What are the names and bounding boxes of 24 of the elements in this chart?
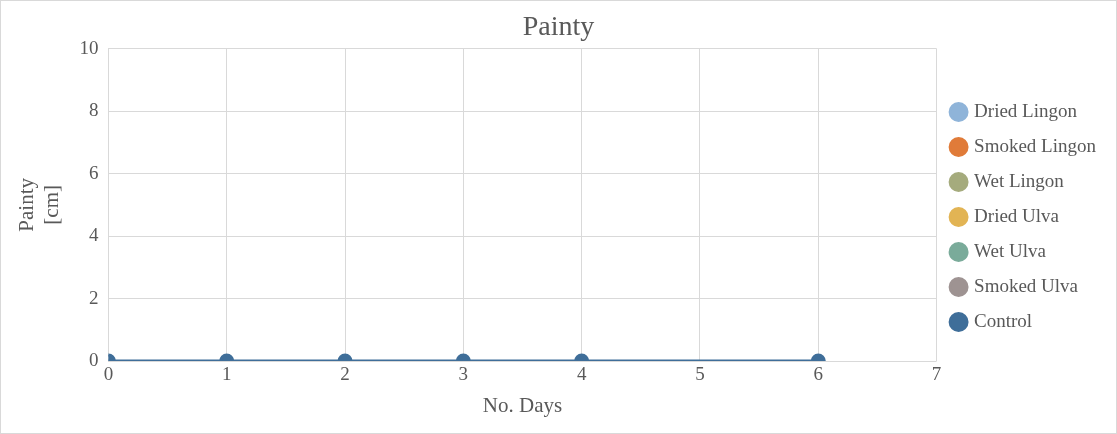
y-tick-label: 2	[88, 286, 99, 308]
x-tick-label: 7	[931, 363, 942, 385]
legend-label: Dried Lingon	[974, 99, 1078, 121]
x-tick-label: 0	[103, 363, 114, 385]
y-tick-label: 8	[88, 99, 99, 121]
x-axis-title: No. Days	[482, 392, 563, 417]
x-tick-label: 3	[458, 363, 469, 385]
legend-label: Dried Ulva	[974, 204, 1060, 226]
y-tick-label: 6	[88, 161, 99, 183]
chart-title: Painty	[522, 10, 595, 42]
y-tick-label: 10	[79, 36, 99, 58]
x-tick-label: 5	[695, 363, 705, 385]
x-tick-label: 6	[813, 363, 824, 385]
legend-label: Control	[974, 309, 1033, 331]
x-tick-label: 4	[576, 363, 587, 385]
legend-label: Smoked Lingon	[974, 134, 1097, 156]
legend-label: Wet Lingon	[974, 169, 1065, 191]
x-tick-label: 2	[340, 363, 350, 385]
x-tick-label: 1	[221, 363, 232, 385]
legend-label: Smoked Ulva	[974, 274, 1079, 296]
y-axis-title: Painty [cm]	[14, 177, 64, 232]
legend-label: Wet Ulva	[974, 239, 1047, 261]
y-tick-label: 4	[88, 224, 99, 246]
y-tick-label: 0	[88, 348, 99, 370]
